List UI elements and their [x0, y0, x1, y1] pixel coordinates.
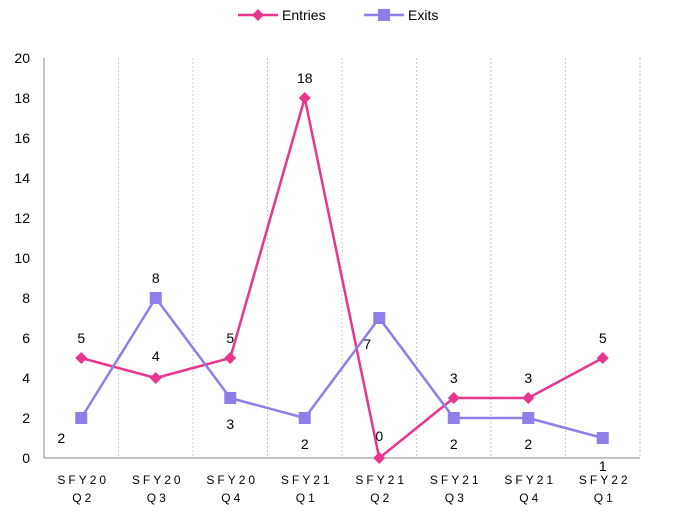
data-label-entries: 0: [375, 428, 383, 444]
legend-label-exits: Exits: [408, 7, 438, 23]
y-tick-label: 18: [14, 90, 30, 106]
x-tick-label: Q2: [72, 491, 94, 505]
y-tick-label: 0: [22, 450, 30, 466]
point-exits: [447, 412, 460, 424]
data-label-entries: 5: [77, 330, 85, 346]
y-tick-label: 6: [22, 330, 30, 346]
data-label-entries: 5: [599, 330, 607, 346]
x-tick-label: SFY20: [132, 473, 184, 487]
legend-marker-entries: [252, 9, 264, 21]
x-tick-label: SFY22: [579, 473, 631, 487]
y-tick-label: 8: [22, 290, 30, 306]
x-tick-label: SFY20: [206, 473, 258, 487]
x-tick-label: SFY21: [504, 473, 556, 487]
point-exits: [75, 412, 88, 424]
point-exits: [298, 412, 311, 424]
point-entries: [75, 352, 88, 364]
data-label-exits: 3: [226, 416, 234, 432]
y-tick-label: 20: [14, 50, 30, 66]
point-exits: [224, 392, 237, 404]
gridlines: [118, 58, 641, 458]
data-label-exits: 2: [57, 430, 65, 446]
series-line-entries: [80, 96, 604, 460]
data-label-exits: 7: [363, 336, 371, 352]
x-tick-label: SFY21: [355, 473, 407, 487]
x-tick-label: Q1: [594, 491, 616, 505]
data-label-exits: 8: [152, 270, 160, 286]
point-entries: [149, 372, 162, 384]
x-tick-label: SFY20: [57, 473, 109, 487]
x-tick-label: SFY21: [430, 473, 482, 487]
data-labels-layer: 5 4 5 18 0 3 3 5 2 8 3 2 7 2 2 1: [57, 70, 607, 474]
y-tick-label: 14: [14, 170, 30, 186]
axes: [43, 58, 640, 459]
data-label-entries: 5: [226, 330, 234, 346]
x-tick-label: SFY21: [281, 473, 333, 487]
x-tick-label: Q4: [221, 491, 243, 505]
point-entries: [596, 352, 609, 364]
point-exits: [596, 432, 609, 444]
series-line-exits: [80, 296, 604, 440]
x-tick-label: Q3: [147, 491, 169, 505]
x-tick-label: Q4: [519, 491, 541, 505]
legend-marker-exits: [378, 9, 390, 21]
x-tick-label: Q2: [370, 491, 392, 505]
data-label-exits: 2: [524, 436, 532, 452]
series-layer: [75, 92, 609, 464]
data-label-exits: 2: [450, 436, 458, 452]
legend: Entries Exits: [238, 7, 438, 23]
y-tick-label: 2: [22, 410, 30, 426]
point-entries: [373, 452, 386, 464]
x-tick-label: Q3: [445, 491, 467, 505]
point-exits: [522, 412, 535, 424]
legend-label-entries: Entries: [282, 7, 326, 23]
point-entries: [447, 392, 460, 404]
data-label-exits: 2: [301, 436, 309, 452]
y-axis-ticks: 0 2 4 6 8 10 12 14 16 18 20: [14, 50, 30, 466]
x-tick-label: Q1: [296, 491, 318, 505]
data-label-entries: 18: [297, 70, 313, 86]
y-tick-label: 16: [14, 130, 30, 146]
data-label-exits: 1: [599, 458, 607, 474]
point-exits: [373, 312, 386, 324]
point-entries: [522, 392, 535, 404]
data-label-entries: 3: [450, 370, 458, 386]
y-tick-label: 10: [14, 250, 30, 266]
point-entries: [224, 352, 237, 364]
point-entries: [298, 92, 311, 104]
point-exits: [149, 292, 162, 304]
data-label-entries: 4: [152, 348, 160, 364]
data-label-entries: 3: [524, 370, 532, 386]
x-axis-ticks: SFY20 Q2 SFY20 Q3 SFY20 Q4 SFY21 Q1 SFY21 Q2 SFY21…: [57, 473, 631, 505]
y-tick-label: 12: [14, 210, 30, 226]
y-tick-label: 4: [22, 370, 30, 386]
